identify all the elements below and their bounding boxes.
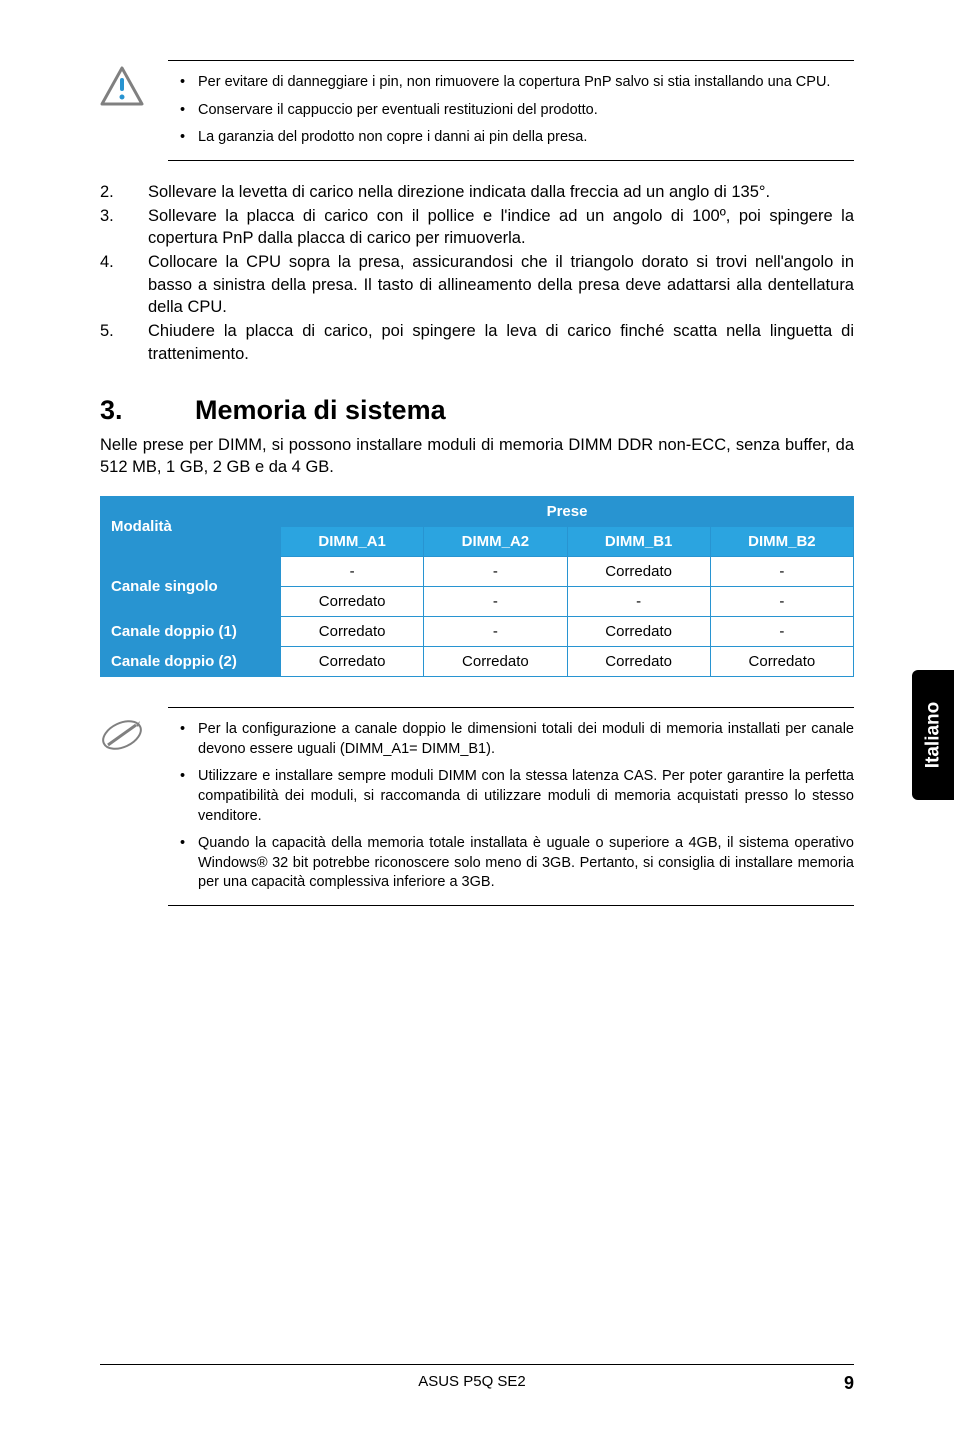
table-col: DIMM_B2 bbox=[710, 527, 853, 557]
table-cell: - bbox=[424, 587, 567, 617]
footer-product: ASUS P5Q SE2 bbox=[418, 1373, 526, 1394]
warning-item: La garanzia del prodotto non copre i dan… bbox=[168, 124, 854, 152]
table-cell: Corredato bbox=[281, 647, 424, 677]
warning-block: Per evitare di danneggiare i pin, non ri… bbox=[100, 60, 854, 161]
table-cell: Corredato bbox=[567, 647, 710, 677]
table-cell: Corredato bbox=[424, 647, 567, 677]
table-cell: - bbox=[710, 557, 853, 587]
info-item: Utilizzare e installare sempre moduli DI… bbox=[168, 763, 854, 830]
memory-config-table: Modalità Prese DIMM_A1 DIMM_A2 DIMM_B1 D… bbox=[100, 496, 854, 677]
warning-text: Per evitare di danneggiare i pin, non ri… bbox=[168, 60, 854, 161]
table-cell: - bbox=[281, 557, 424, 587]
table-col: DIMM_A2 bbox=[424, 527, 567, 557]
note-icon bbox=[100, 707, 148, 762]
table-row-label: Canale singolo bbox=[101, 557, 281, 617]
warning-icon bbox=[100, 60, 148, 111]
table-cell: Corredato bbox=[710, 647, 853, 677]
install-steps: 2.Sollevare la levetta di carico nella d… bbox=[100, 181, 854, 365]
footer-page: 9 bbox=[844, 1373, 854, 1394]
warning-item: Per evitare di danneggiare i pin, non ri… bbox=[168, 69, 854, 97]
info-text: Per la configurazione a canale doppio le… bbox=[168, 707, 854, 906]
page-footer: ASUS P5Q SE2 9 bbox=[100, 1364, 854, 1394]
step-item: 5.Chiudere la placca di carico, poi spin… bbox=[100, 320, 854, 365]
warning-item: Conservare il cappuccio per eventuali re… bbox=[168, 97, 854, 125]
info-item: Per la configurazione a canale doppio le… bbox=[168, 716, 854, 763]
table-head-mode: Modalità bbox=[101, 497, 281, 557]
table-cell: - bbox=[424, 617, 567, 647]
table-row-label: Canale doppio (1) bbox=[101, 617, 281, 647]
table-head-prese: Prese bbox=[281, 497, 854, 527]
table-cell: - bbox=[567, 587, 710, 617]
step-item: 4.Collocare la CPU sopra la presa, assic… bbox=[100, 251, 854, 318]
language-tab: Italiano bbox=[912, 670, 954, 800]
section-intro: Nelle prese per DIMM, si possono install… bbox=[100, 434, 854, 479]
table-row-label: Canale doppio (2) bbox=[101, 647, 281, 677]
table-cell: Corredato bbox=[567, 557, 710, 587]
info-block: Per la configurazione a canale doppio le… bbox=[100, 707, 854, 906]
table-col: DIMM_B1 bbox=[567, 527, 710, 557]
table-cell: Corredato bbox=[567, 617, 710, 647]
table-cell: - bbox=[710, 617, 853, 647]
table-cell: Corredato bbox=[281, 617, 424, 647]
table-cell: - bbox=[710, 587, 853, 617]
info-item: Quando la capacità della memoria totale … bbox=[168, 830, 854, 897]
section-heading: 3.Memoria di sistema bbox=[100, 395, 854, 426]
table-cell: - bbox=[424, 557, 567, 587]
step-item: 3.Sollevare la placca di carico con il p… bbox=[100, 205, 854, 250]
table-cell: Corredato bbox=[281, 587, 424, 617]
step-item: 2.Sollevare la levetta di carico nella d… bbox=[100, 181, 854, 203]
table-col: DIMM_A1 bbox=[281, 527, 424, 557]
